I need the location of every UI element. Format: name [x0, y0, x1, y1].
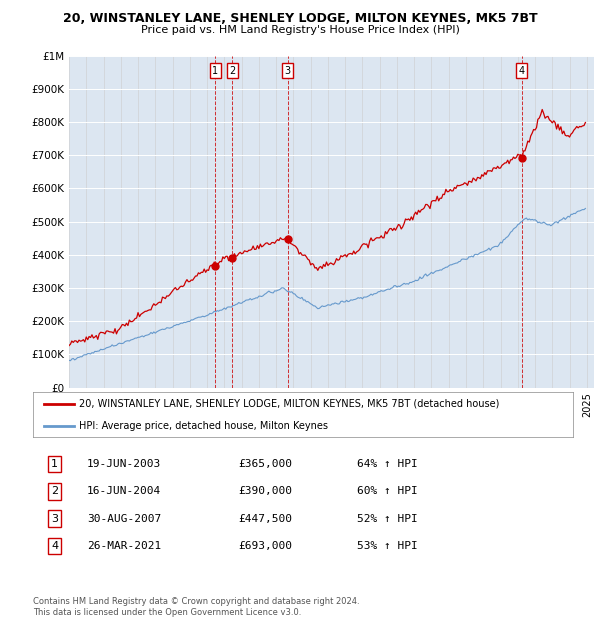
Text: 3: 3 — [51, 514, 58, 524]
Text: 20, WINSTANLEY LANE, SHENLEY LODGE, MILTON KEYNES, MK5 7BT: 20, WINSTANLEY LANE, SHENLEY LODGE, MILT… — [62, 12, 538, 25]
Text: 1: 1 — [51, 459, 58, 469]
Text: 30-AUG-2007: 30-AUG-2007 — [87, 514, 161, 524]
Text: 4: 4 — [519, 66, 525, 76]
Text: 64% ↑ HPI: 64% ↑ HPI — [357, 459, 418, 469]
Text: Price paid vs. HM Land Registry's House Price Index (HPI): Price paid vs. HM Land Registry's House … — [140, 25, 460, 35]
Text: 19-JUN-2003: 19-JUN-2003 — [87, 459, 161, 469]
Text: £447,500: £447,500 — [238, 514, 292, 524]
Text: £365,000: £365,000 — [238, 459, 292, 469]
Text: 16-JUN-2004: 16-JUN-2004 — [87, 487, 161, 497]
Text: £390,000: £390,000 — [238, 487, 292, 497]
Text: HPI: Average price, detached house, Milton Keynes: HPI: Average price, detached house, Milt… — [79, 421, 328, 431]
Text: 60% ↑ HPI: 60% ↑ HPI — [357, 487, 418, 497]
Text: 3: 3 — [284, 66, 290, 76]
Text: 26-MAR-2021: 26-MAR-2021 — [87, 541, 161, 551]
Text: 52% ↑ HPI: 52% ↑ HPI — [357, 514, 418, 524]
Text: 2: 2 — [51, 487, 58, 497]
Text: 20, WINSTANLEY LANE, SHENLEY LODGE, MILTON KEYNES, MK5 7BT (detached house): 20, WINSTANLEY LANE, SHENLEY LODGE, MILT… — [79, 399, 499, 409]
Text: £693,000: £693,000 — [238, 541, 292, 551]
Text: 4: 4 — [51, 541, 58, 551]
Text: 53% ↑ HPI: 53% ↑ HPI — [357, 541, 418, 551]
Text: Contains HM Land Registry data © Crown copyright and database right 2024.
This d: Contains HM Land Registry data © Crown c… — [33, 598, 359, 617]
Text: 2: 2 — [229, 66, 235, 76]
Text: 1: 1 — [212, 66, 218, 76]
